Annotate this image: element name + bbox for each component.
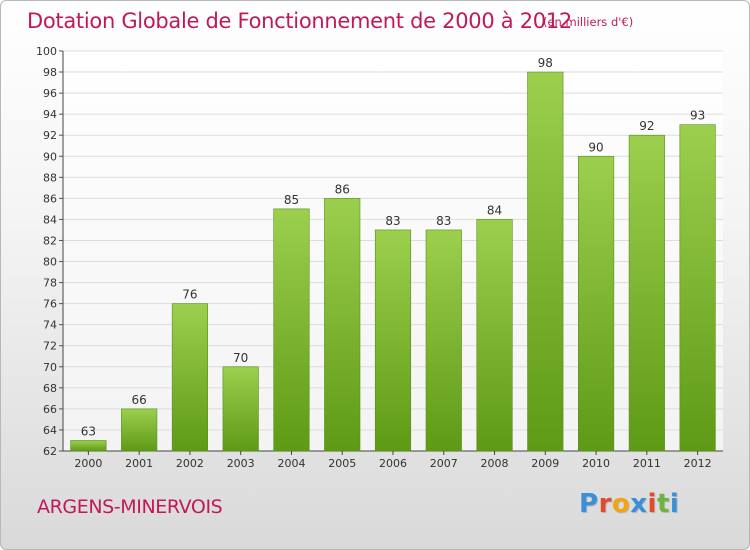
x-tick-label-2004: 2004 [277, 457, 305, 470]
y-tick-label: 84 [43, 213, 57, 226]
bar-2001 [121, 408, 158, 452]
data-label-2010: 90 [588, 140, 603, 154]
proxiti-logo[interactable]: Proxiti [579, 489, 679, 519]
x-tick-label-2001: 2001 [125, 457, 153, 470]
y-tick-label: 64 [43, 424, 57, 437]
data-label-2007: 83 [436, 214, 451, 228]
bar-2002 [171, 303, 208, 452]
logo-letter: t [656, 489, 670, 519]
data-label-2008: 84 [487, 203, 502, 217]
logo-letter: o [611, 489, 631, 519]
y-tick-label: 72 [43, 340, 57, 353]
data-label-2012: 93 [690, 109, 705, 123]
bar-2009 [527, 71, 564, 452]
y-tick-label: 98 [43, 66, 57, 79]
y-tick-label: 82 [43, 234, 57, 247]
y-tick-label: 80 [43, 256, 57, 269]
bar-2006 [374, 229, 412, 452]
y-tick-label: 62 [43, 445, 57, 458]
bar-2005 [324, 198, 361, 452]
data-label-2002: 76 [182, 288, 197, 302]
logo-letter: r [598, 489, 612, 519]
y-tick-label: 68 [43, 382, 57, 395]
y-tick-label: 78 [43, 277, 57, 290]
y-tick-label: 90 [43, 150, 57, 163]
y-tick-label: 88 [43, 171, 57, 184]
y-tick-label: 94 [43, 108, 57, 121]
data-label-2004: 85 [284, 193, 299, 207]
y-tick-label: 100 [36, 45, 57, 58]
y-tick-label: 76 [43, 298, 57, 311]
chart-unit: (en milliers d'€) [543, 15, 634, 29]
y-tick-label: 70 [43, 361, 57, 374]
logo-letter: i [647, 489, 657, 519]
data-label-2006: 83 [385, 214, 400, 228]
y-tick-label: 66 [43, 403, 57, 416]
x-tick-label-2003: 2003 [227, 457, 255, 470]
x-tick-label-2010: 2010 [582, 457, 610, 470]
x-tick-label-2012: 2012 [684, 457, 712, 470]
x-tick-label-2002: 2002 [176, 457, 204, 470]
x-tick-label-2007: 2007 [430, 457, 458, 470]
y-tick-label: 74 [43, 319, 57, 332]
chart-title: Dotation Globale de Fonctionnement de 20… [27, 9, 572, 33]
data-label-2000: 63 [81, 424, 96, 438]
data-label-2001: 66 [132, 393, 147, 407]
data-label-2011: 92 [639, 119, 654, 133]
x-tick-label-2008: 2008 [481, 457, 509, 470]
bar-2010 [578, 155, 615, 452]
x-tick-label-2011: 2011 [633, 457, 661, 470]
x-tick-label-2006: 2006 [379, 457, 407, 470]
x-tick-label-2000: 2000 [74, 457, 102, 470]
bar-2011 [628, 134, 665, 452]
data-label-2005: 86 [335, 182, 350, 196]
logo-letter: P [579, 489, 599, 519]
y-tick-label: 86 [43, 192, 57, 205]
bar-2008 [476, 219, 513, 452]
x-tick-label-2005: 2005 [328, 457, 356, 470]
bar-2004 [273, 208, 310, 452]
bar-2003 [222, 366, 259, 452]
x-tick-label-2009: 2009 [531, 457, 559, 470]
y-tick-label: 96 [43, 87, 57, 100]
logo-letter: x [630, 489, 648, 519]
logo-letter: i [669, 489, 680, 519]
y-tick-label: 92 [43, 129, 57, 142]
data-label-2009: 98 [538, 56, 553, 70]
bar-2000 [70, 440, 107, 452]
data-label-2003: 70 [233, 351, 248, 365]
commune-name: ARGENS-MINERVOIS [37, 496, 223, 518]
bar-2007 [425, 229, 462, 452]
bar-2012 [679, 124, 716, 452]
